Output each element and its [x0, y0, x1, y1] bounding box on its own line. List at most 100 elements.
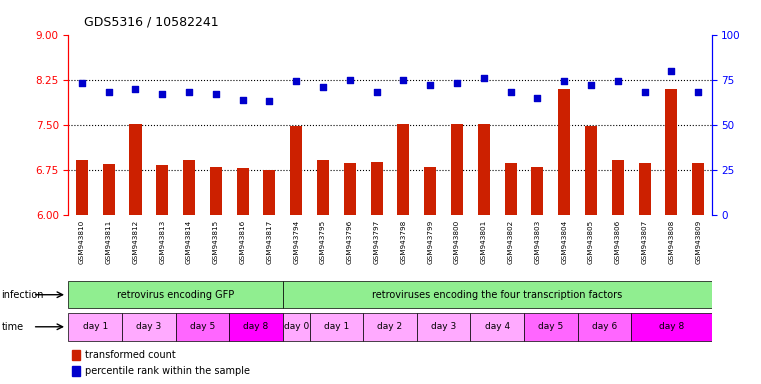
Bar: [397, 124, 409, 215]
Point: [665, 68, 677, 74]
Text: percentile rank within the sample: percentile rank within the sample: [84, 366, 250, 376]
Text: GSM943800: GSM943800: [454, 220, 460, 264]
Bar: [103, 164, 115, 215]
Bar: [692, 163, 704, 215]
Point: [585, 82, 597, 88]
Bar: [363, 313, 417, 341]
Text: GSM943811: GSM943811: [106, 220, 112, 264]
Text: GSM943805: GSM943805: [588, 220, 594, 264]
Point: [290, 78, 302, 84]
Text: GSM943813: GSM943813: [159, 220, 165, 264]
Bar: [665, 89, 677, 215]
Bar: [578, 313, 631, 341]
Text: day 8: day 8: [659, 322, 684, 331]
Bar: [417, 313, 470, 341]
Point: [612, 78, 624, 84]
Text: GSM943802: GSM943802: [508, 220, 514, 264]
Text: day 3: day 3: [136, 322, 161, 331]
Bar: [558, 89, 570, 215]
Text: infection: infection: [2, 290, 44, 300]
Text: transformed count: transformed count: [84, 350, 175, 360]
Text: day 6: day 6: [592, 322, 617, 331]
Bar: [344, 163, 356, 215]
Text: day 2: day 2: [377, 322, 403, 331]
Text: retroviruses encoding the four transcription factors: retroviruses encoding the four transcrip…: [372, 290, 622, 300]
Text: GSM943799: GSM943799: [427, 220, 433, 264]
Text: time: time: [2, 322, 24, 332]
Text: day 0: day 0: [284, 322, 309, 331]
Text: GSM943817: GSM943817: [266, 220, 272, 264]
Text: GSM943804: GSM943804: [561, 220, 567, 264]
Bar: [183, 160, 195, 215]
Bar: [612, 160, 624, 215]
Point: [531, 95, 543, 101]
Point: [103, 89, 115, 95]
Text: day 3: day 3: [431, 322, 457, 331]
Point: [451, 80, 463, 86]
Point: [344, 77, 356, 83]
Point: [129, 86, 142, 92]
Point: [76, 80, 88, 86]
Text: GSM943798: GSM943798: [400, 220, 406, 264]
Bar: [210, 167, 222, 215]
Text: day 5: day 5: [538, 322, 563, 331]
Text: GSM943812: GSM943812: [132, 220, 139, 264]
Text: GSM943809: GSM943809: [695, 220, 701, 264]
Text: GSM943797: GSM943797: [374, 220, 380, 264]
Point: [210, 91, 222, 97]
Point: [424, 82, 436, 88]
Text: GSM943794: GSM943794: [293, 220, 299, 264]
Text: day 8: day 8: [244, 322, 269, 331]
Bar: [72, 351, 80, 360]
Bar: [470, 313, 524, 341]
Bar: [505, 163, 517, 215]
Point: [371, 89, 383, 95]
Text: day 4: day 4: [485, 322, 510, 331]
Point: [317, 84, 329, 90]
Bar: [283, 281, 712, 308]
Point: [397, 77, 409, 83]
Text: retrovirus encoding GFP: retrovirus encoding GFP: [117, 290, 234, 300]
Point: [638, 89, 651, 95]
Text: GSM943803: GSM943803: [534, 220, 540, 264]
Bar: [371, 162, 383, 215]
Bar: [638, 163, 651, 215]
Text: GSM943807: GSM943807: [642, 220, 648, 264]
Bar: [68, 313, 122, 341]
Text: GSM943806: GSM943806: [615, 220, 621, 264]
Bar: [317, 160, 329, 215]
Point: [558, 78, 570, 84]
Bar: [424, 167, 436, 215]
Text: GSM943795: GSM943795: [320, 220, 326, 264]
Bar: [585, 126, 597, 215]
Bar: [310, 313, 363, 341]
Point: [263, 98, 275, 104]
Text: day 1: day 1: [323, 322, 349, 331]
Point: [156, 91, 168, 97]
Text: GSM943801: GSM943801: [481, 220, 487, 264]
Text: GSM943810: GSM943810: [79, 220, 85, 264]
Bar: [451, 124, 463, 215]
Text: day 1: day 1: [83, 322, 108, 331]
Text: GSM943796: GSM943796: [347, 220, 353, 264]
Bar: [531, 167, 543, 215]
Bar: [72, 366, 80, 376]
Point: [505, 89, 517, 95]
Bar: [290, 126, 302, 215]
Bar: [478, 124, 490, 215]
Point: [183, 89, 195, 95]
Bar: [156, 164, 168, 215]
Bar: [129, 124, 142, 215]
Bar: [237, 168, 249, 215]
Text: GSM943814: GSM943814: [186, 220, 192, 264]
Bar: [176, 313, 229, 341]
Point: [692, 89, 704, 95]
Point: [478, 75, 490, 81]
Bar: [122, 313, 176, 341]
Bar: [76, 160, 88, 215]
Text: day 5: day 5: [189, 322, 215, 331]
Text: GSM943808: GSM943808: [668, 220, 674, 264]
Text: GSM943815: GSM943815: [213, 220, 219, 264]
Bar: [263, 170, 275, 215]
Bar: [631, 313, 712, 341]
